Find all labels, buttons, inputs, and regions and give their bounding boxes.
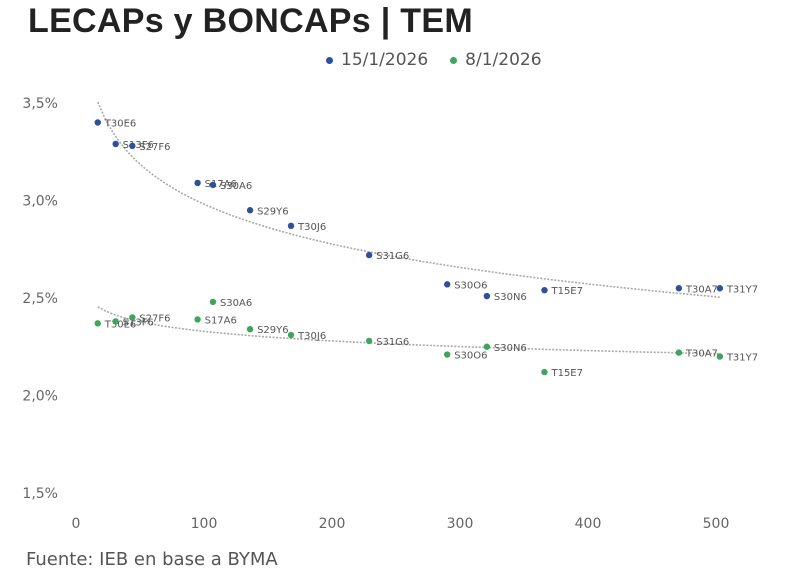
y-tick-label: 2,0% [22, 389, 58, 405]
data-point-series-2 [716, 353, 724, 360]
data-label-series-1: T15E7 [550, 286, 583, 297]
x-tick-label: 400 [575, 516, 602, 532]
data-label-series-2: T30A7 [685, 349, 718, 360]
data-point-series-2 [194, 316, 201, 323]
data-label-series-1: S30N6 [494, 292, 527, 303]
data-point-series-2 [112, 318, 119, 325]
data-point-series-1 [287, 222, 295, 230]
data-label-series-1: T31Y7 [726, 284, 758, 295]
data-label-series-2: T31Y7 [726, 353, 758, 364]
y-tick-label: 1,5% [22, 486, 58, 502]
data-point-series-2 [541, 368, 548, 376]
data-label-series-2: T30E6 [104, 319, 137, 330]
legend-item-series-1: 15/1/2026 [326, 50, 428, 70]
data-label-series-1: S30O6 [454, 280, 487, 291]
data-point-series-1 [94, 119, 101, 126]
data-point-series-1 [444, 281, 451, 288]
x-tick-label: 500 [703, 516, 730, 532]
legend-label-series-2: 8/1/2026 [465, 50, 542, 70]
x-tick-label: 0 [72, 516, 81, 532]
data-label-series-1: S31G6 [376, 251, 409, 262]
data-point-series-2 [94, 320, 101, 327]
data-label-series-1: S30A6 [220, 181, 252, 192]
data-point-series-1 [209, 181, 217, 189]
data-point-series-2 [444, 351, 451, 358]
data-point-series-2 [365, 337, 373, 345]
data-label-series-2: S29Y6 [257, 325, 289, 336]
data-label-series-2: S31G6 [376, 337, 409, 348]
data-point-series-2 [483, 343, 491, 350]
data-label-series-2: S30O6 [454, 351, 487, 362]
data-point-series-1 [675, 285, 683, 292]
y-tick-label: 3,5% [22, 96, 58, 112]
source-note: Fuente: IEB en base a BYMA [26, 549, 278, 570]
data-point-series-1 [483, 292, 491, 300]
chart-title: LECAPs y BONCAPs | TEM [28, 2, 473, 40]
legend-label-series-1: 15/1/2026 [341, 50, 429, 70]
trendline-series-2 [97, 306, 720, 355]
data-label-series-1: T30A7 [685, 284, 718, 295]
data-point-series-2 [246, 326, 254, 333]
data-point-series-1 [194, 179, 201, 187]
data-label-series-2: S27F6 [139, 314, 170, 325]
data-label-series-2: S30N6 [494, 343, 527, 354]
x-tick-label: 300 [447, 516, 474, 532]
data-label-series-2: S30A6 [220, 298, 252, 309]
data-point-series-2 [209, 298, 217, 306]
data-label-series-2: T15E7 [550, 368, 583, 379]
y-tick-label: 2,5% [22, 291, 58, 307]
y-tick-label: 3,0% [22, 194, 58, 210]
data-label-series-1: T30J6 [297, 222, 326, 233]
legend-marker-series-1 [326, 56, 333, 64]
data-point-series-1 [112, 140, 119, 148]
x-tick-label: 200 [319, 516, 346, 532]
data-label-series-1: S13F6 [123, 140, 154, 151]
data-point-series-2 [675, 349, 683, 356]
data-label-series-2: S17A6 [205, 315, 237, 326]
data-label-series-1: S27F6 [139, 142, 170, 153]
data-point-series-2 [129, 314, 136, 321]
data-label-series-2: T30J6 [297, 331, 326, 342]
data-point-series-1 [716, 285, 724, 292]
data-label-series-2: S13F6 [123, 317, 154, 328]
legend-item-series-2: 8/1/2026 [450, 50, 542, 70]
data-point-series-2 [287, 331, 295, 339]
x-tick-label: 100 [191, 516, 218, 532]
data-point-series-1 [365, 251, 373, 259]
data-point-series-1 [246, 207, 254, 214]
data-point-series-1 [541, 287, 548, 294]
data-label-series-1: S17A6 [205, 179, 237, 190]
data-label-series-1: T30E6 [104, 119, 137, 130]
data-point-series-1 [129, 142, 136, 150]
chart-legend: 15/1/2026 8/1/2026 [326, 50, 542, 70]
data-label-series-1: S29Y6 [257, 206, 289, 217]
legend-marker-series-2 [450, 56, 458, 64]
trendline-series-1 [97, 101, 720, 298]
